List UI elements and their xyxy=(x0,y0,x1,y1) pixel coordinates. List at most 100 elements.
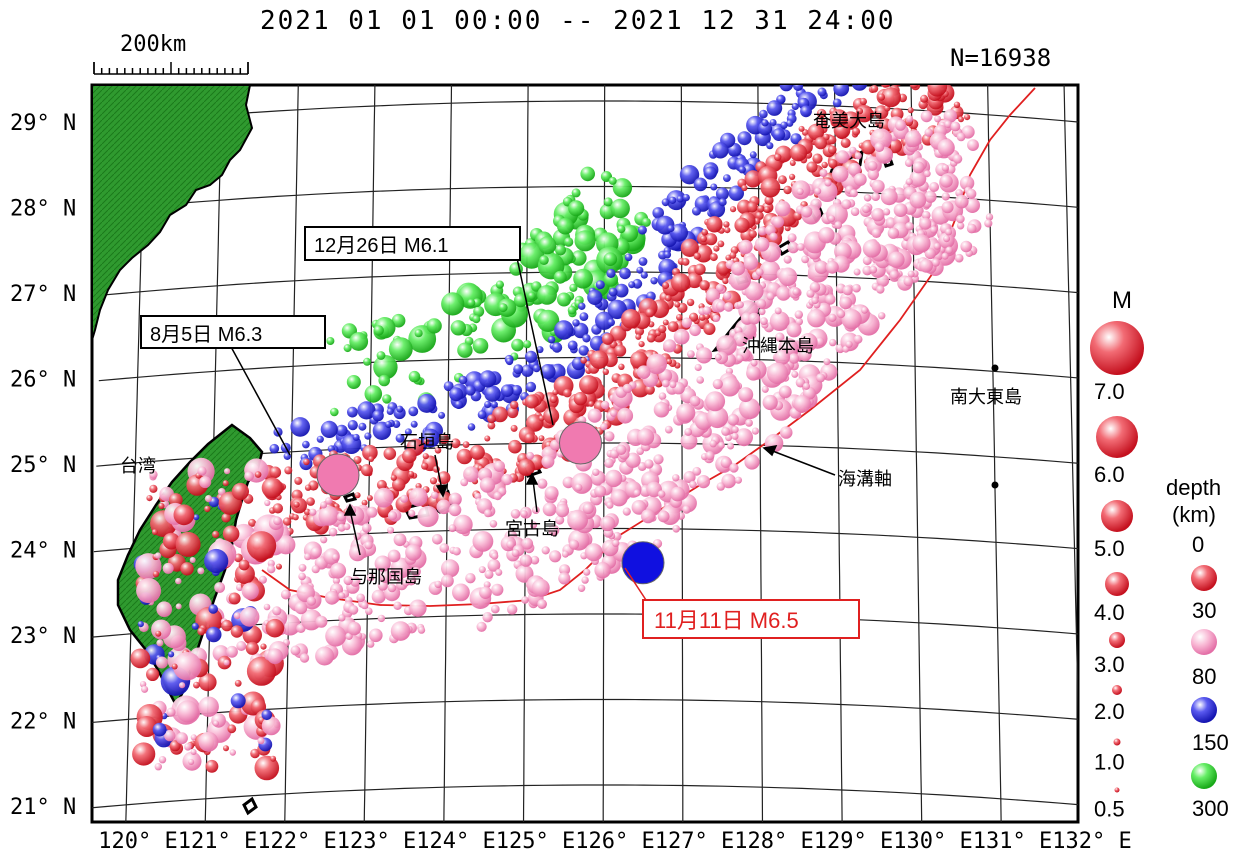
label-yonaguni: 与那国島 xyxy=(350,567,422,587)
hypocenter xyxy=(786,322,802,338)
hypocenter xyxy=(396,405,404,413)
hypocenter xyxy=(484,385,501,402)
hypocenter xyxy=(939,174,953,188)
hypocenter xyxy=(808,64,823,79)
hypocenter xyxy=(676,403,696,423)
hypocenter xyxy=(574,483,583,492)
depth-legend-value: 300 xyxy=(1192,796,1229,821)
hypocenter xyxy=(443,381,454,392)
hypocenter xyxy=(835,150,850,164)
hypocenter xyxy=(408,406,419,417)
hypocenter xyxy=(809,281,821,293)
hypocenter xyxy=(580,166,595,182)
hypocenter xyxy=(825,294,836,305)
hypocenter xyxy=(559,564,571,576)
hypocenter xyxy=(924,128,933,137)
hypocenter xyxy=(718,198,727,207)
hypocenter xyxy=(228,592,241,605)
hypocenter xyxy=(841,309,862,330)
hypocenter xyxy=(693,177,708,192)
hypocenter xyxy=(681,258,690,266)
hypocenter xyxy=(733,332,748,347)
hypocenter xyxy=(400,494,409,503)
hypocenter xyxy=(676,314,683,321)
hypocenter xyxy=(847,162,862,176)
hypocenter xyxy=(410,420,418,428)
hypocenter xyxy=(472,315,481,324)
hypocenter xyxy=(582,502,594,515)
hypocenter xyxy=(141,685,149,693)
hypocenter xyxy=(364,385,383,403)
hypocenter xyxy=(402,448,417,464)
hypocenter xyxy=(267,648,283,664)
hypocenter xyxy=(487,559,501,572)
major-events xyxy=(316,421,665,585)
hypocenter xyxy=(158,756,167,764)
hypocenter xyxy=(689,312,699,322)
hypocenter xyxy=(530,555,540,565)
hypocenter xyxy=(306,596,317,606)
hypocenter xyxy=(511,338,524,352)
hypocenter xyxy=(798,348,812,362)
hypocenter xyxy=(610,409,618,417)
hypocenter xyxy=(230,693,246,709)
hypocenter xyxy=(842,285,853,296)
hypocenter xyxy=(373,325,384,336)
hypocenter xyxy=(180,562,194,576)
hypocenter xyxy=(892,35,912,55)
hypocenter xyxy=(168,651,175,658)
hypocenter xyxy=(696,376,704,384)
hypocenter xyxy=(828,215,836,223)
hypocenter xyxy=(689,480,697,489)
magnitude-legend-symbol xyxy=(1101,500,1133,532)
hypocenter xyxy=(917,74,925,82)
hypocenter xyxy=(683,471,696,484)
hypocenter xyxy=(775,332,785,342)
hypocenter xyxy=(490,401,498,409)
hypocenter xyxy=(349,332,369,351)
hypocenter xyxy=(705,451,715,461)
hypocenter xyxy=(622,507,631,516)
hypocenter xyxy=(671,273,691,293)
hypocenter xyxy=(580,357,587,364)
hypocenter xyxy=(204,495,213,503)
label-amami: 奄美大島 xyxy=(813,111,885,131)
hypocenter xyxy=(587,408,602,423)
hypocenter xyxy=(849,146,857,154)
hypocenter xyxy=(594,485,607,498)
hypocenter xyxy=(728,185,744,201)
depth-legend-title: depth xyxy=(1166,475,1221,500)
major-event-marker xyxy=(621,541,665,585)
hypocenter xyxy=(943,235,951,243)
hypocenter xyxy=(579,375,599,395)
hypocenter xyxy=(164,729,176,742)
hypocenter xyxy=(472,338,489,354)
hypocenter xyxy=(827,135,837,145)
hypocenter xyxy=(738,239,753,254)
hypocenter xyxy=(912,161,925,174)
hypocenter xyxy=(664,294,672,302)
hypocenter xyxy=(816,181,838,203)
hypocenter xyxy=(152,570,160,578)
depth-legend-symbol xyxy=(1191,565,1217,591)
hypocenter xyxy=(146,495,153,502)
hypocenter xyxy=(563,237,574,247)
hypocenter xyxy=(320,501,328,509)
hypocenter xyxy=(716,300,727,312)
hypocenter xyxy=(476,621,487,632)
hypocenter xyxy=(725,434,733,442)
hypocenter xyxy=(477,410,487,420)
hypocenter xyxy=(859,97,868,106)
hypocenter xyxy=(672,525,680,533)
hypocenter xyxy=(184,743,192,751)
hypocenter xyxy=(162,532,180,550)
hypocenter xyxy=(510,424,518,432)
hypocenter xyxy=(507,406,519,419)
hypocenter xyxy=(343,575,353,586)
hypocenter xyxy=(361,499,368,506)
hypocenter xyxy=(723,174,731,183)
hypocenter xyxy=(852,37,864,49)
hypocenter xyxy=(764,195,774,205)
hypocenter xyxy=(373,487,394,508)
hypocenter xyxy=(197,567,205,575)
